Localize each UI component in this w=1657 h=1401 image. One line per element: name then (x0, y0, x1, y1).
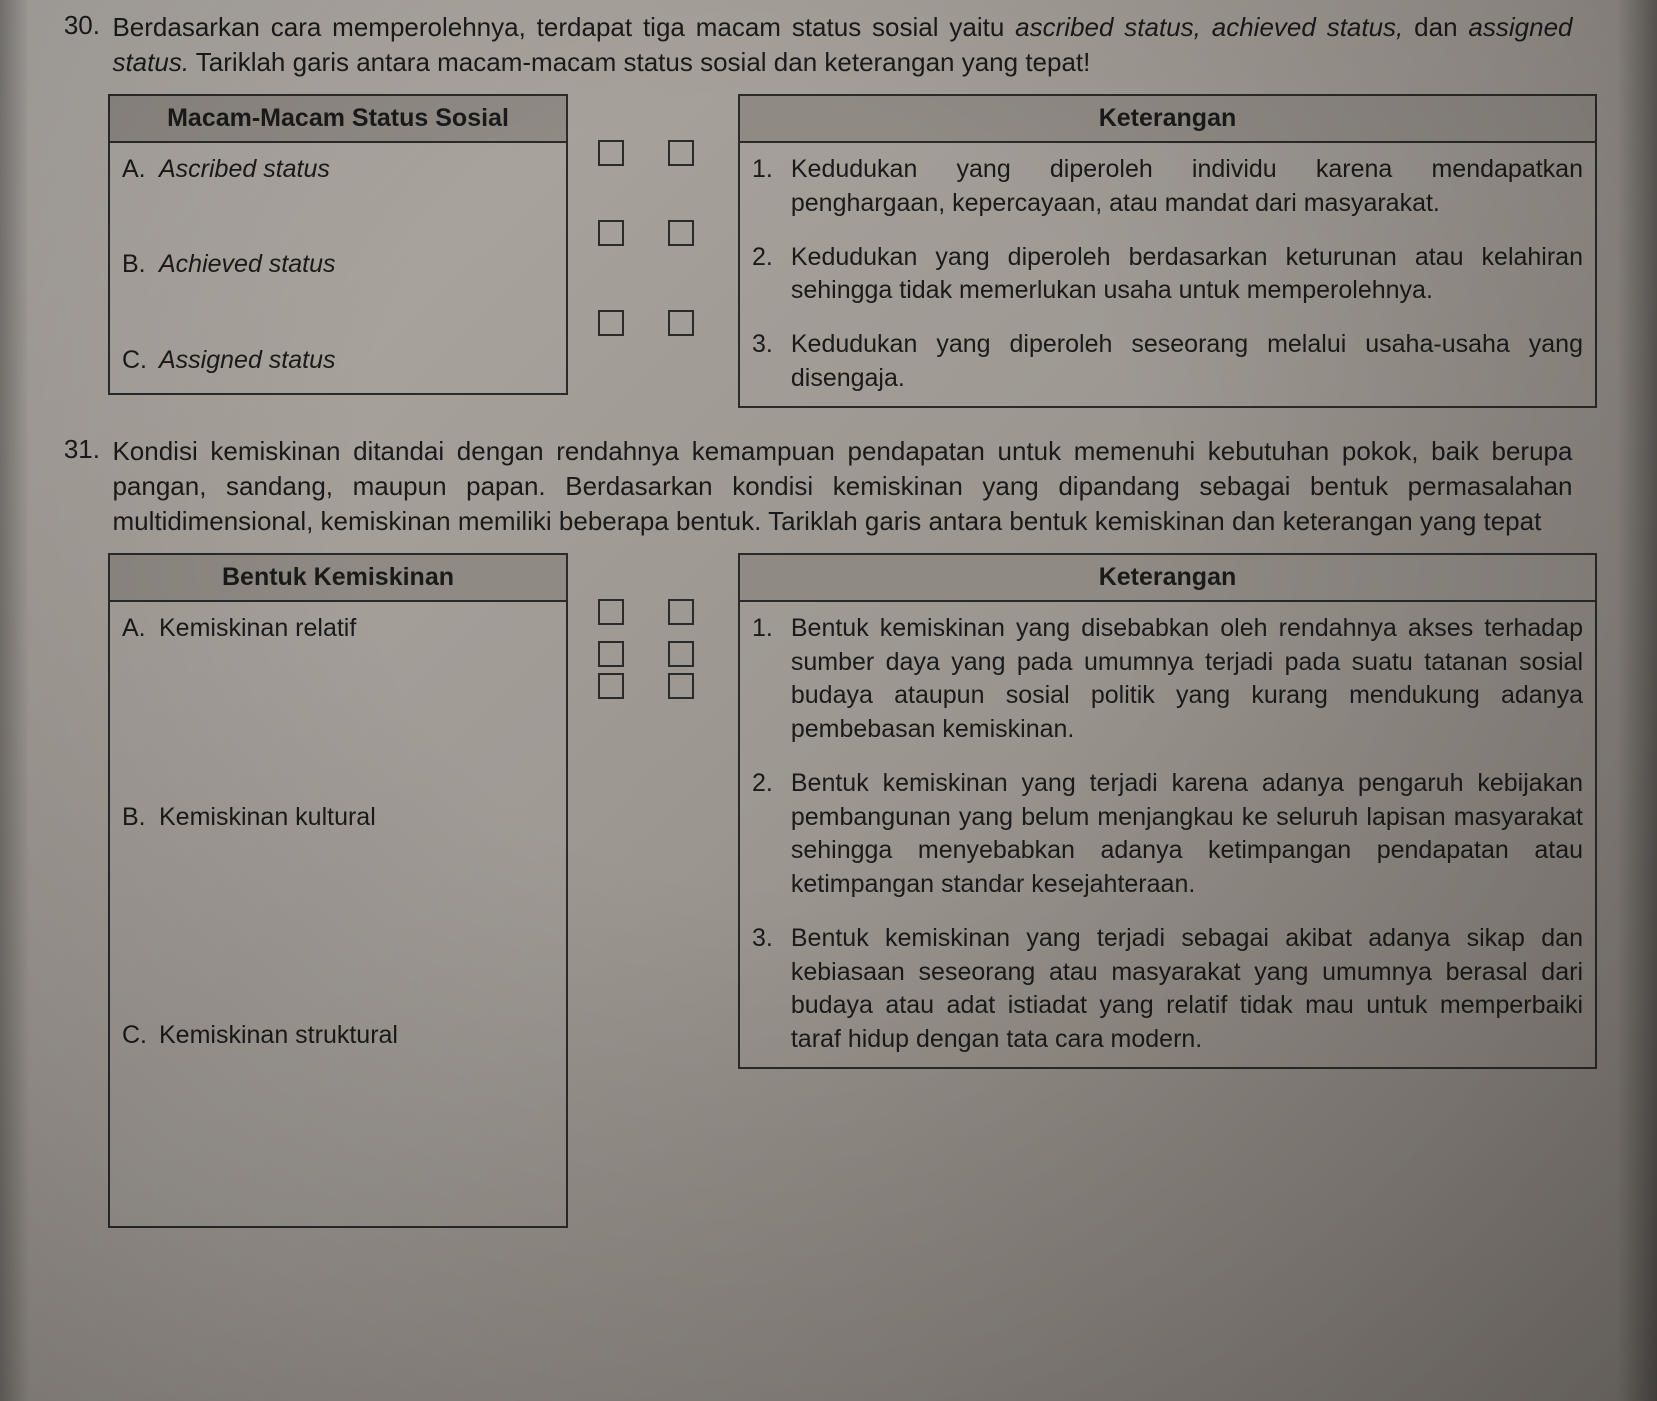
question-number: 30. (60, 10, 108, 41)
q30-text-part3: Tariklah garis antara macam-macam status… (189, 47, 1090, 77)
option-label: Kemiskinan relatif (147, 601, 567, 791)
checkbox[interactable] (598, 599, 624, 625)
checkbox[interactable] (668, 641, 694, 667)
table-row: C. Assigned status (109, 334, 567, 394)
q30-right-checkboxes (668, 94, 708, 376)
table-row: 1. Kedudukan yang diperoleh individu kar… (739, 142, 1596, 231)
question-31: 31. Kondisi kemiskinan ditandai dengan r… (60, 434, 1597, 1228)
checkbox[interactable] (598, 673, 624, 699)
checkbox[interactable] (598, 641, 624, 667)
table-row: C. Kemiskinan struktural (109, 1009, 567, 1227)
desc-text: Bentuk kemiskinan yang terjadi sebagai a… (779, 912, 1596, 1068)
checkbox[interactable] (598, 310, 624, 336)
q30-left-header: Macam-Macam Status Sosial (109, 95, 567, 142)
question-number: 31. (60, 434, 108, 465)
option-letter: A. (109, 601, 147, 791)
desc-number: 1. (739, 142, 779, 231)
q31-left-table: Bentuk Kemiskinan A. Kemiskinan relatif … (108, 553, 568, 1228)
table-row: B. Achieved status (109, 238, 567, 334)
option-letter: C. (109, 1009, 147, 1227)
option-label: Assigned status (147, 334, 567, 394)
q31-right-table: Keterangan 1. Bentuk kemiskinan yang dis… (738, 553, 1597, 1069)
desc-number: 3. (739, 318, 779, 407)
q30-left-checkboxes (598, 94, 638, 376)
desc-text: Bentuk kemiskinan yang disebabkan oleh r… (779, 601, 1596, 757)
checkbox[interactable] (668, 673, 694, 699)
table-row: B. Kemiskinan kultural (109, 791, 567, 1009)
option-letter: A. (109, 142, 147, 238)
question-text: Kondisi kemiskinan ditandai dengan renda… (112, 434, 1572, 539)
desc-number: 2. (739, 757, 779, 912)
table-row: 2. Bentuk kemiskinan yang terjadi karena… (739, 757, 1596, 912)
desc-text: Bentuk kemiskinan yang terjadi karena ad… (779, 757, 1596, 912)
option-letter: C. (109, 334, 147, 394)
table-row: 2. Kedudukan yang diperoleh berdasarkan … (739, 231, 1596, 319)
desc-number: 1. (739, 601, 779, 757)
q30-left-table: Macam-Macam Status Sosial A. Ascribed st… (108, 94, 568, 395)
option-label: Kemiskinan struktural (147, 1009, 567, 1227)
table-row: 1. Bentuk kemiskinan yang disebabkan ole… (739, 601, 1596, 757)
checkbox[interactable] (598, 140, 624, 166)
q30-right-header: Keterangan (739, 95, 1596, 142)
desc-text: Kedudukan yang diperoleh berdasarkan ke­… (779, 231, 1596, 319)
checkbox[interactable] (668, 599, 694, 625)
option-label: Ascribed status (147, 142, 567, 238)
desc-text: Kedudukan yang diperoleh seseorang melal… (779, 318, 1596, 407)
q31-right-header: Keterangan (739, 554, 1596, 601)
table-row: A. Ascribed status (109, 142, 567, 238)
option-letter: B. (109, 238, 147, 334)
table-row: 3. Bentuk kemiskinan yang terjadi sebaga… (739, 912, 1596, 1068)
q31-right-checkboxes (668, 553, 708, 705)
q31-left-checkboxes (598, 553, 638, 705)
checkbox[interactable] (668, 310, 694, 336)
option-label: Kemiskinan kultural (147, 791, 567, 1009)
checkbox[interactable] (598, 220, 624, 246)
question-text: Berdasarkan cara memperolehnya, terdapat… (112, 10, 1572, 80)
q31-matching: Bentuk Kemiskinan A. Kemiskinan relatif … (108, 553, 1597, 1228)
desc-text: Kedudukan yang diperoleh individu karena… (779, 142, 1596, 231)
question-30: 30. Berdasarkan cara memperolehnya, terd… (60, 10, 1597, 408)
q30-text-part2: dan (1403, 12, 1468, 42)
q30-right-table: Keterangan 1. Kedudukan yang diperoleh i… (738, 94, 1597, 408)
table-row: 3. Kedudukan yang diperoleh seseorang me… (739, 318, 1596, 407)
q30-matching: Macam-Macam Status Sosial A. Ascribed st… (108, 94, 1597, 408)
q30-italic1: ascribed status, achieved status, (1015, 12, 1403, 42)
option-letter: B. (109, 791, 147, 1009)
option-label: Achieved status (147, 238, 567, 334)
q30-text-part1: Berdasarkan cara memperolehnya, terdapat… (112, 12, 1015, 42)
table-row: A. Kemiskinan relatif (109, 601, 567, 791)
checkbox[interactable] (668, 220, 694, 246)
desc-number: 2. (739, 231, 779, 319)
q31-left-header: Bentuk Kemiskinan (109, 554, 567, 601)
checkbox[interactable] (668, 140, 694, 166)
desc-number: 3. (739, 912, 779, 1068)
